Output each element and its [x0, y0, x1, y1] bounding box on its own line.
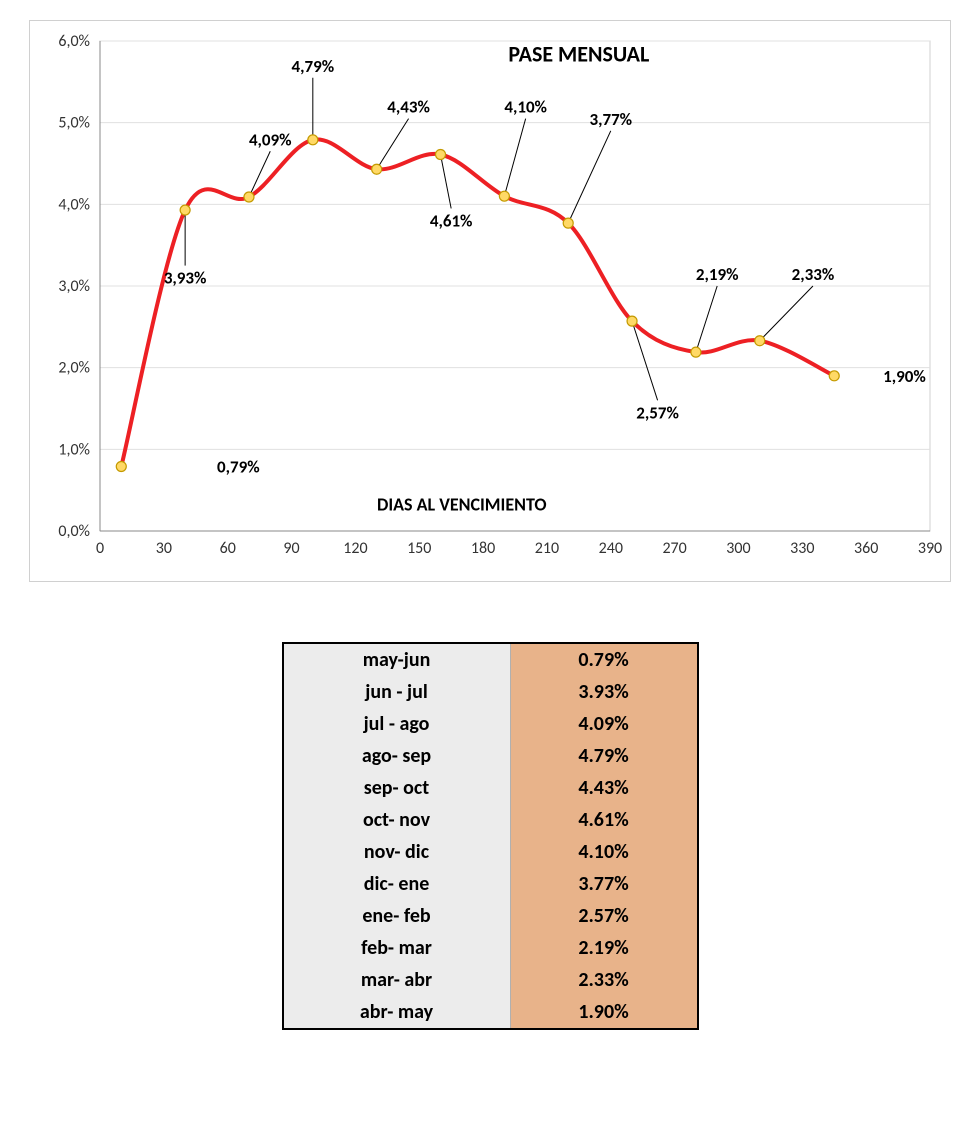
table-row: may-jun0.79% [283, 643, 698, 676]
period-label: may-jun [283, 643, 511, 676]
period-value: 3.77% [510, 868, 698, 900]
svg-text:240: 240 [599, 539, 623, 558]
svg-text:90: 90 [283, 539, 299, 558]
chart-svg: 0,0% 1,0% 2,0% 3,0% 4,0% 5,0% 6,0% 0 30 60 90 120 15… [30, 21, 950, 581]
table-row: ago- sep4.79% [283, 740, 698, 772]
period-value: 4.09% [510, 708, 698, 740]
data-table-wrap: may-jun0.79%jun - jul3.93%jul - ago4.09%… [20, 642, 960, 1030]
period-label: oct- nov [283, 804, 511, 836]
period-value: 4.61% [510, 804, 698, 836]
period-value: 4.43% [510, 772, 698, 804]
period-label: abr- may [283, 996, 511, 1029]
svg-text:4,10%: 4,10% [504, 97, 547, 118]
period-value: 2.33% [510, 964, 698, 996]
svg-text:2,57%: 2,57% [636, 402, 679, 423]
svg-text:0,79%: 0,79% [217, 456, 260, 477]
svg-text:1,0%: 1,0% [58, 440, 90, 459]
period-value: 4.10% [510, 836, 698, 868]
svg-text:120: 120 [343, 539, 367, 558]
table-row: dic- ene3.77% [283, 868, 698, 900]
table-row: jun - jul3.93% [283, 676, 698, 708]
svg-text:PASE MENSUAL: PASE MENSUAL [508, 40, 649, 67]
svg-text:0: 0 [96, 539, 104, 558]
svg-text:3,0%: 3,0% [58, 277, 90, 296]
data-table: may-jun0.79%jun - jul3.93%jul - ago4.09%… [282, 642, 699, 1030]
period-label: dic- ene [283, 868, 511, 900]
svg-text:4,79%: 4,79% [292, 56, 335, 77]
period-label: jun - jul [283, 676, 511, 708]
period-value: 2.57% [510, 900, 698, 932]
table-row: ene- feb2.57% [283, 900, 698, 932]
svg-text:3,77%: 3,77% [589, 109, 632, 130]
svg-text:4,61%: 4,61% [430, 210, 473, 231]
period-value: 3.93% [510, 676, 698, 708]
svg-text:180: 180 [471, 539, 495, 558]
svg-text:4,09%: 4,09% [249, 129, 292, 150]
svg-text:0,0%: 0,0% [58, 522, 90, 541]
svg-text:4,43%: 4,43% [387, 97, 430, 118]
svg-text:2,19%: 2,19% [696, 264, 739, 285]
svg-text:4,0%: 4,0% [58, 195, 90, 214]
period-value: 0.79% [510, 643, 698, 676]
svg-text:5,0%: 5,0% [58, 114, 90, 133]
svg-text:300: 300 [726, 539, 750, 558]
period-value: 4.79% [510, 740, 698, 772]
svg-text:3,93%: 3,93% [164, 268, 207, 289]
table-row: feb- mar2.19% [283, 932, 698, 964]
svg-text:2,0%: 2,0% [58, 359, 90, 378]
period-label: mar- abr [283, 964, 511, 996]
period-label: ago- sep [283, 740, 511, 772]
table-row: oct- nov4.61% [283, 804, 698, 836]
table-row: mar- abr2.33% [283, 964, 698, 996]
period-label: sep- oct [283, 772, 511, 804]
period-label: jul - ago [283, 708, 511, 740]
period-value: 1.90% [510, 996, 698, 1029]
table-row: nov- dic4.10% [283, 836, 698, 868]
svg-text:6,0%: 6,0% [58, 32, 90, 51]
period-value: 2.19% [510, 932, 698, 964]
pase-mensual-chart: 0,0% 1,0% 2,0% 3,0% 4,0% 5,0% 6,0% 0 30 60 90 120 15… [29, 20, 951, 582]
table-row: sep- oct4.43% [283, 772, 698, 804]
svg-text:360: 360 [854, 539, 878, 558]
svg-text:210: 210 [535, 539, 559, 558]
svg-text:60: 60 [220, 539, 236, 558]
table-row: jul - ago4.09% [283, 708, 698, 740]
svg-text:DIAS AL VENCIMIENTO: DIAS AL VENCIMIENTO [377, 494, 547, 516]
svg-text:30: 30 [156, 539, 172, 558]
period-label: nov- dic [283, 836, 511, 868]
period-label: feb- mar [283, 932, 511, 964]
svg-text:1,90%: 1,90% [883, 366, 926, 387]
period-label: ene- feb [283, 900, 511, 932]
svg-text:2,33%: 2,33% [792, 264, 835, 285]
svg-text:390: 390 [918, 539, 942, 558]
table-row: abr- may1.90% [283, 996, 698, 1029]
svg-text:330: 330 [790, 539, 814, 558]
svg-text:270: 270 [662, 539, 686, 558]
svg-text:150: 150 [407, 539, 431, 558]
